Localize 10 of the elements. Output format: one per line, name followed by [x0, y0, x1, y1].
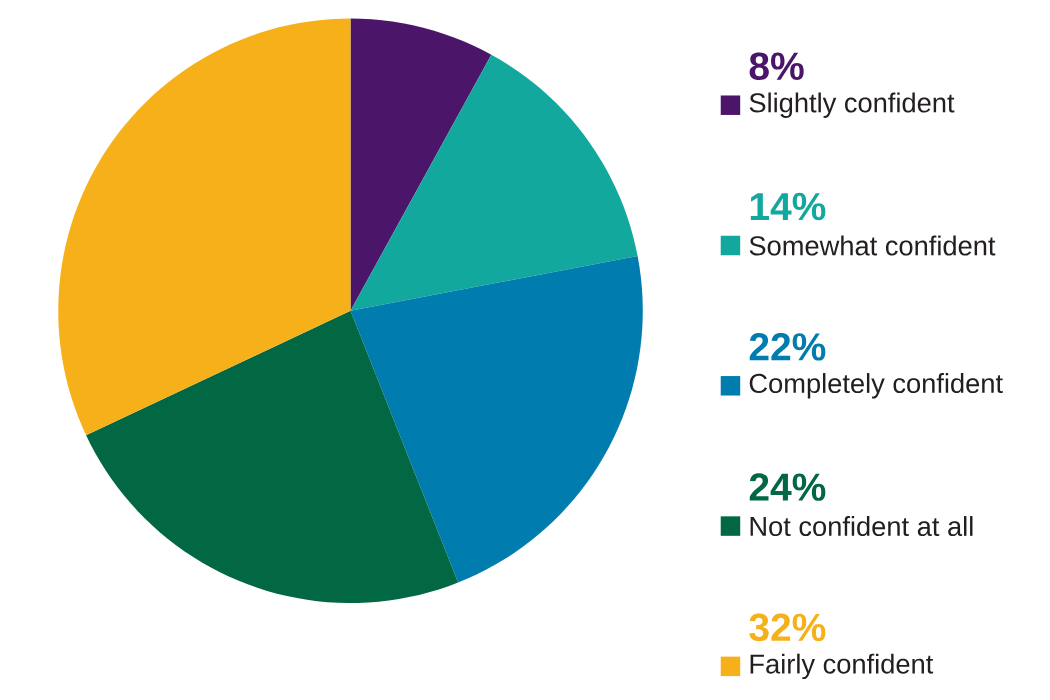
legend-label: Somewhat confident	[749, 235, 996, 256]
legend-label: Slightly confident	[749, 92, 955, 118]
data-label: 24%	[749, 473, 826, 501]
data-label: 22%	[749, 332, 826, 361]
data-label: 14%	[750, 192, 826, 221]
data-label: 32%	[749, 613, 826, 641]
legend-label: Completely confident	[749, 372, 1003, 399]
legend-label: Not confident at all	[750, 515, 973, 536]
legend-label: Fairly confident	[750, 653, 934, 679]
data-label: 8%	[749, 52, 804, 80]
